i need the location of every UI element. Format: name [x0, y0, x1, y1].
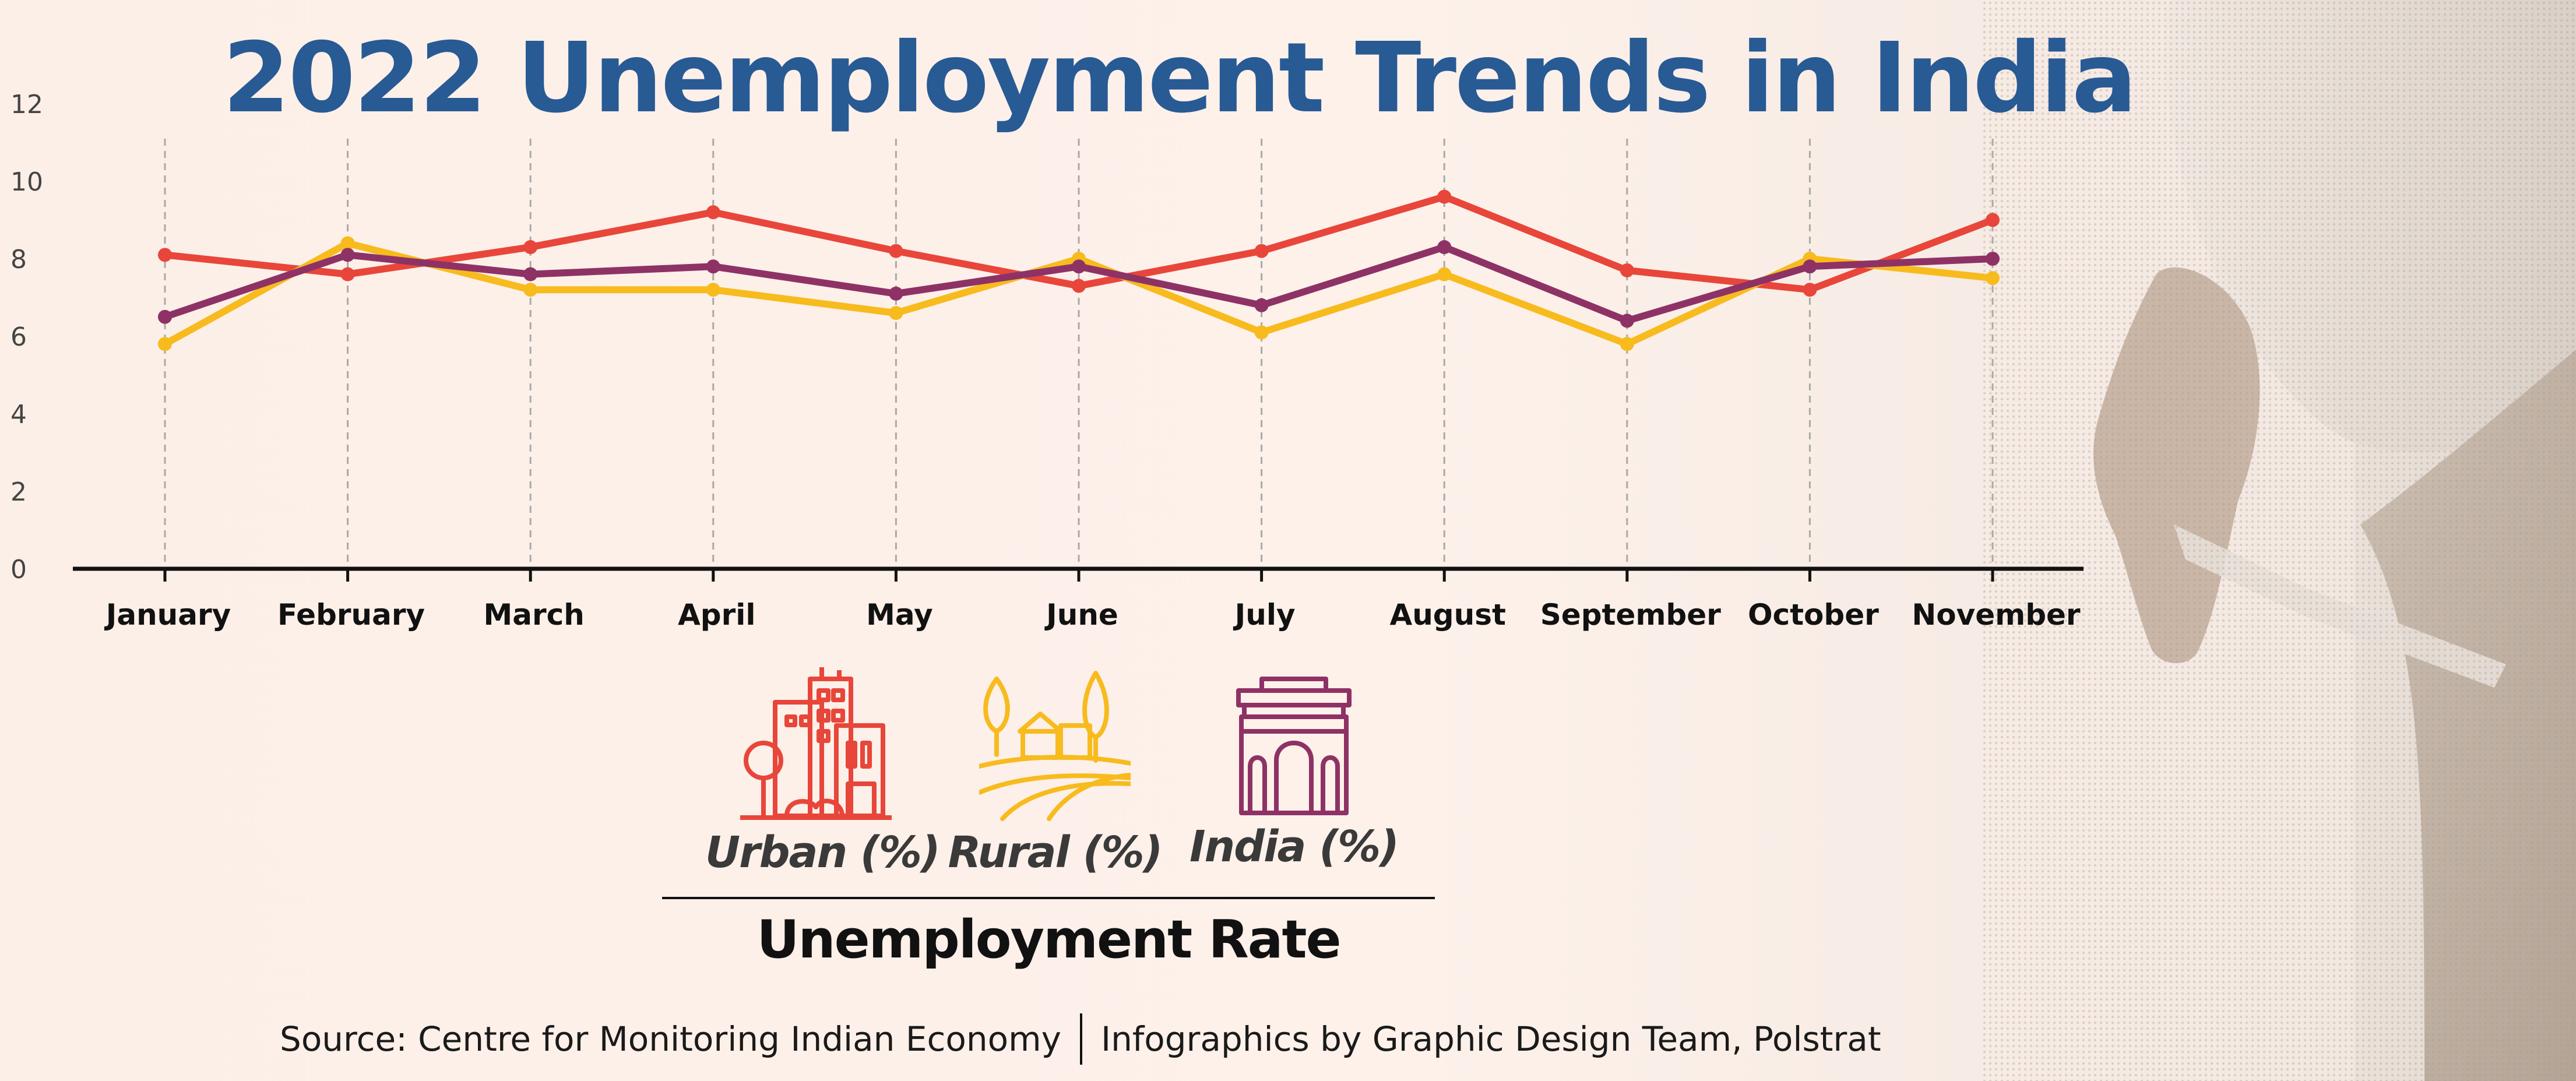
chart-title: 2022 Unemployment Trends in India — [223, 22, 2137, 135]
legend-label: India (%) — [1189, 822, 1399, 872]
x-tick-label: June — [1044, 598, 1118, 632]
data-point — [1437, 240, 1452, 255]
source-text: Source: Centre for Monitoring Indian Eco… — [280, 1019, 1061, 1059]
data-point — [1986, 213, 2000, 227]
data-point — [1803, 283, 1817, 297]
legend-label: Rural (%) — [948, 828, 1163, 878]
data-point — [523, 240, 538, 255]
data-point — [340, 236, 355, 251]
legend-item-urban: Urban (%) — [705, 667, 941, 878]
data-point — [1072, 259, 1086, 274]
data-point — [1437, 189, 1452, 204]
rural-farm-icon — [977, 671, 1133, 821]
data-point — [158, 309, 172, 324]
data-point — [1072, 279, 1086, 293]
data-point — [889, 286, 903, 301]
x-tick-label: July — [1233, 598, 1296, 632]
vertical-gridlines — [164, 139, 1994, 569]
city-buildings-icon — [740, 667, 892, 820]
credit-text: Infographics by Graphic Design Team, Pol… — [1100, 1019, 1881, 1059]
legend-item-india: India (%) — [1183, 667, 1405, 872]
legend-label: Urban (%) — [705, 828, 941, 878]
y-axis-ticks: 0 2 4 6 8 10 12 — [10, 90, 43, 584]
y-tick-label: 12 — [10, 90, 43, 119]
x-tick-label: October — [1748, 598, 1879, 632]
data-point — [340, 248, 355, 262]
x-tick-label: May — [866, 598, 933, 632]
data-point — [1254, 298, 1269, 312]
data-point — [1803, 259, 1817, 274]
data-point — [1620, 337, 1634, 351]
series-urban — [158, 189, 2000, 297]
data-point — [706, 205, 720, 220]
y-tick-label: 6 — [10, 322, 27, 352]
x-tick-label: September — [1540, 598, 1721, 632]
data-point — [889, 306, 903, 321]
x-tick-label: January — [104, 598, 231, 632]
footer: Source: Centre for Monitoring Indian Eco… — [280, 1013, 1881, 1065]
data-point — [158, 337, 172, 351]
legend-divider — [662, 897, 1435, 899]
legend-item-rural: Rural (%) — [944, 667, 1166, 878]
data-point — [1254, 325, 1269, 340]
y-tick-label: 2 — [10, 477, 27, 507]
data-point — [1986, 252, 2000, 266]
hand-pulling-empty-pocket-image — [1982, 0, 2576, 1081]
x-axis-ticks: January February March April May June July Augu… — [104, 569, 2081, 632]
line-chart: 0 2 4 6 8 10 12 January February March April May Ju… — [10, 90, 2084, 632]
data-point — [523, 267, 538, 281]
data-point — [1620, 314, 1634, 328]
x-tick-label: August — [1390, 598, 1506, 632]
data-point — [889, 244, 903, 258]
y-axis-caption: Unemployment Rate — [756, 909, 1341, 970]
series-india — [158, 240, 2000, 328]
y-tick-label: 10 — [10, 167, 43, 197]
data-point — [1254, 244, 1269, 258]
x-tick-label: February — [277, 598, 425, 632]
data-point — [706, 259, 720, 274]
x-tick-label: April — [678, 598, 755, 632]
x-tick-label: March — [484, 598, 585, 632]
x-tick-label: November — [1912, 598, 2081, 632]
y-tick-label: 0 — [10, 555, 27, 584]
india-gate-icon — [1236, 677, 1352, 815]
data-point — [1620, 263, 1634, 277]
data-point — [523, 283, 538, 297]
y-tick-label: 4 — [10, 400, 27, 429]
data-point — [158, 248, 172, 262]
data-point — [706, 283, 720, 297]
series-lines — [158, 189, 2000, 351]
data-point — [1986, 271, 2000, 286]
footer-divider — [1079, 1013, 1082, 1065]
series-rural — [158, 236, 2000, 351]
data-point — [1437, 267, 1452, 281]
data-point — [340, 267, 355, 281]
y-tick-label: 8 — [10, 245, 27, 274]
